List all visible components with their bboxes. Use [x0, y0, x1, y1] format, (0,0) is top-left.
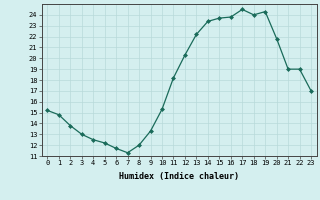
X-axis label: Humidex (Indice chaleur): Humidex (Indice chaleur): [119, 172, 239, 181]
